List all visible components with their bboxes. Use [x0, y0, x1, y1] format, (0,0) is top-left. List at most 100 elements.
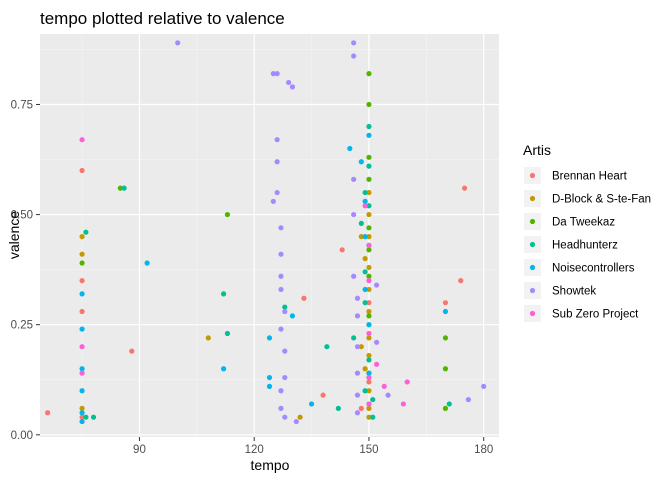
data-point	[381, 383, 387, 389]
x-tick-label: 90	[133, 444, 146, 456]
data-point	[175, 40, 181, 46]
data-point	[90, 414, 97, 420]
data-point	[117, 185, 123, 191]
data-point	[266, 374, 273, 381]
data-point	[366, 71, 372, 77]
data-point	[442, 405, 449, 411]
data-point	[79, 167, 85, 174]
data-point	[129, 348, 135, 354]
data-point	[354, 313, 361, 319]
data-point	[347, 145, 353, 152]
data-point	[351, 53, 357, 59]
data-point	[282, 304, 288, 310]
data-point	[83, 229, 89, 235]
data-point	[374, 282, 380, 288]
data-point	[366, 401, 372, 407]
data-point	[289, 84, 296, 90]
data-point	[366, 300, 372, 306]
data-point	[335, 405, 341, 411]
data-point	[79, 234, 85, 240]
data-point	[351, 273, 357, 279]
data-point	[282, 308, 288, 315]
data-point	[366, 264, 372, 271]
data-point	[354, 392, 361, 398]
data-point	[221, 291, 227, 297]
data-point	[274, 71, 280, 77]
data-point	[366, 286, 372, 293]
data-point	[286, 79, 292, 86]
data-point	[366, 203, 372, 209]
legend-label: D-Block & S-te-Fan	[552, 194, 651, 206]
x-tick-label: 120	[245, 444, 264, 456]
data-point	[79, 260, 85, 266]
data-point	[366, 154, 372, 160]
data-point	[79, 405, 85, 411]
data-point	[385, 392, 391, 398]
legend-label: Da Tweekaz	[552, 217, 615, 229]
data-point	[79, 344, 85, 350]
data-point	[366, 278, 372, 284]
series-group	[175, 40, 487, 425]
data-point	[366, 163, 372, 169]
x-tick-label: 150	[359, 444, 378, 456]
legend-symbol	[529, 264, 536, 271]
legend-title: Artis	[523, 142, 551, 158]
y-tick-label: 0.50	[11, 210, 33, 222]
data-point	[366, 189, 372, 196]
data-point	[362, 388, 368, 394]
data-point	[366, 357, 372, 363]
data-point	[366, 330, 372, 337]
legend-symbol	[529, 195, 536, 202]
data-point	[354, 295, 361, 301]
data-point	[362, 256, 368, 262]
data-point	[358, 344, 364, 350]
data-point	[374, 361, 380, 367]
data-point	[362, 286, 368, 293]
y-tick-label: 0.25	[11, 320, 33, 332]
data-point	[45, 410, 51, 416]
data-point	[297, 414, 303, 420]
data-point	[301, 295, 307, 301]
data-point	[351, 211, 357, 218]
legend-label: Sub Zero Project	[552, 309, 639, 321]
data-point	[366, 405, 372, 411]
data-point	[278, 286, 284, 293]
data-point	[308, 401, 315, 407]
data-point	[339, 247, 345, 253]
data-point	[354, 344, 361, 350]
data-point	[79, 291, 85, 297]
legend-label: Showtek	[552, 286, 596, 298]
data-point	[442, 308, 449, 315]
data-point	[266, 383, 273, 389]
data-point	[358, 234, 364, 240]
data-point	[362, 234, 368, 240]
data-point	[79, 370, 85, 376]
data-point	[354, 410, 361, 416]
data-point	[362, 366, 368, 372]
data-point	[320, 392, 326, 398]
data-point	[79, 308, 85, 315]
data-point	[404, 379, 410, 385]
data-point	[79, 418, 85, 425]
legend-symbol	[529, 172, 536, 179]
data-point	[446, 401, 452, 407]
data-point	[370, 396, 376, 403]
legend-symbol	[529, 218, 536, 225]
y-tick-label: 0.75	[11, 99, 33, 111]
data-point	[351, 335, 357, 341]
data-point	[289, 313, 296, 319]
data-point	[366, 414, 372, 420]
data-point	[79, 366, 85, 372]
data-point	[221, 366, 227, 372]
data-point	[358, 220, 364, 226]
data-point	[324, 344, 330, 350]
data-point	[358, 405, 364, 411]
axes: 90 120 150 180 0.00 0.25 0.50 0.75	[11, 99, 494, 456]
data-point	[366, 247, 372, 253]
data-point	[366, 211, 372, 218]
data-point	[282, 374, 288, 381]
data-point	[224, 330, 231, 337]
data-point	[274, 137, 280, 143]
